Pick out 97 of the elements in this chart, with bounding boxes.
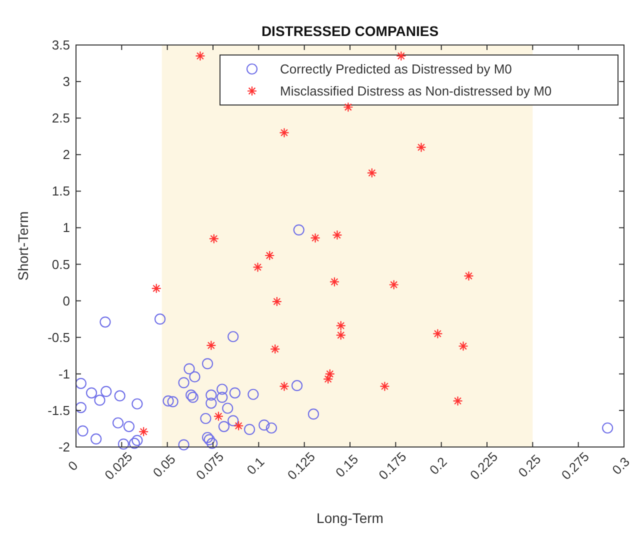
y-tick-label: -1.5 xyxy=(48,402,70,418)
point xyxy=(77,425,88,436)
point xyxy=(167,396,178,408)
x-tick-label: 0.2 xyxy=(426,454,450,478)
point xyxy=(323,374,334,384)
x-tick-label: 0.05 xyxy=(150,452,178,480)
y-tick-label: 1 xyxy=(62,220,70,236)
point xyxy=(128,438,140,449)
point xyxy=(206,390,217,401)
point xyxy=(178,377,190,388)
point xyxy=(343,102,354,112)
point xyxy=(86,387,98,398)
point xyxy=(279,381,290,392)
point xyxy=(216,392,228,403)
point xyxy=(162,395,174,406)
point xyxy=(266,422,278,434)
point xyxy=(310,232,320,244)
point xyxy=(195,50,206,62)
x-axis-title: Long-Term xyxy=(316,510,384,526)
point xyxy=(228,331,239,342)
point xyxy=(252,262,263,272)
point xyxy=(272,296,282,307)
point xyxy=(416,142,426,152)
point xyxy=(222,402,234,414)
point xyxy=(213,411,224,422)
point xyxy=(208,234,219,244)
point xyxy=(229,387,240,398)
point xyxy=(184,363,195,374)
point xyxy=(206,438,218,449)
point xyxy=(329,276,340,287)
point xyxy=(90,433,102,444)
point xyxy=(206,398,217,409)
legend-label: Correctly Predicted as Distressed by M0 xyxy=(280,62,512,76)
x-tick-label: 0.15 xyxy=(332,452,362,480)
point xyxy=(380,381,390,392)
point xyxy=(336,320,346,331)
point xyxy=(138,426,149,437)
x-tick-label: 0.1 xyxy=(244,454,268,478)
point xyxy=(216,384,228,395)
y-tick-label: 3.5 xyxy=(52,38,70,52)
y-tick-label: 3 xyxy=(62,74,70,90)
point xyxy=(94,394,106,406)
point xyxy=(458,341,468,352)
y-tick-label: -0.5 xyxy=(48,330,70,345)
point xyxy=(200,412,212,424)
y-axis-title: Short-Term xyxy=(15,211,31,281)
point xyxy=(291,380,303,392)
point xyxy=(132,398,143,410)
point xyxy=(202,432,214,444)
point xyxy=(293,224,304,236)
point xyxy=(264,250,275,261)
point xyxy=(258,420,270,431)
point xyxy=(336,330,346,340)
x-tick-label: 0.3 xyxy=(609,454,633,478)
y-tick-label: 2 xyxy=(62,147,70,162)
point xyxy=(248,388,259,400)
point xyxy=(602,422,614,434)
point xyxy=(202,358,214,370)
point xyxy=(75,378,86,389)
legend-label: Misclassified Distress as Non-distressed by M0 xyxy=(280,84,552,98)
point xyxy=(118,438,130,450)
x-tick-label: 0.25 xyxy=(515,452,544,480)
point xyxy=(154,314,166,325)
point xyxy=(206,340,216,350)
point xyxy=(100,386,112,397)
point xyxy=(112,417,124,428)
point xyxy=(388,280,399,290)
y-tick-label: -1 xyxy=(58,366,70,382)
point xyxy=(464,270,474,282)
y-tick-label: 0 xyxy=(62,293,70,308)
point xyxy=(244,424,256,435)
y-tick-label: 1.5 xyxy=(52,184,70,199)
point xyxy=(178,439,190,450)
point xyxy=(204,434,215,446)
point xyxy=(270,344,280,354)
chart-title: DISTRESSED COMPANIES xyxy=(261,23,439,39)
point xyxy=(151,283,162,294)
point xyxy=(432,328,443,339)
y-tick-label: -2 xyxy=(58,440,70,454)
point xyxy=(452,396,463,406)
point xyxy=(396,50,406,62)
point xyxy=(75,402,86,414)
point xyxy=(366,168,377,178)
point xyxy=(218,420,230,432)
point xyxy=(279,128,290,138)
point xyxy=(332,230,342,240)
point xyxy=(100,316,111,328)
point xyxy=(324,368,335,379)
y-tick-label: 2.5 xyxy=(52,110,70,126)
point xyxy=(132,434,143,446)
point xyxy=(308,408,320,420)
point xyxy=(123,420,135,432)
point xyxy=(189,371,200,382)
point xyxy=(228,415,239,426)
point xyxy=(114,390,126,402)
y-tick-label: 0.5 xyxy=(52,256,70,272)
point xyxy=(234,420,244,431)
